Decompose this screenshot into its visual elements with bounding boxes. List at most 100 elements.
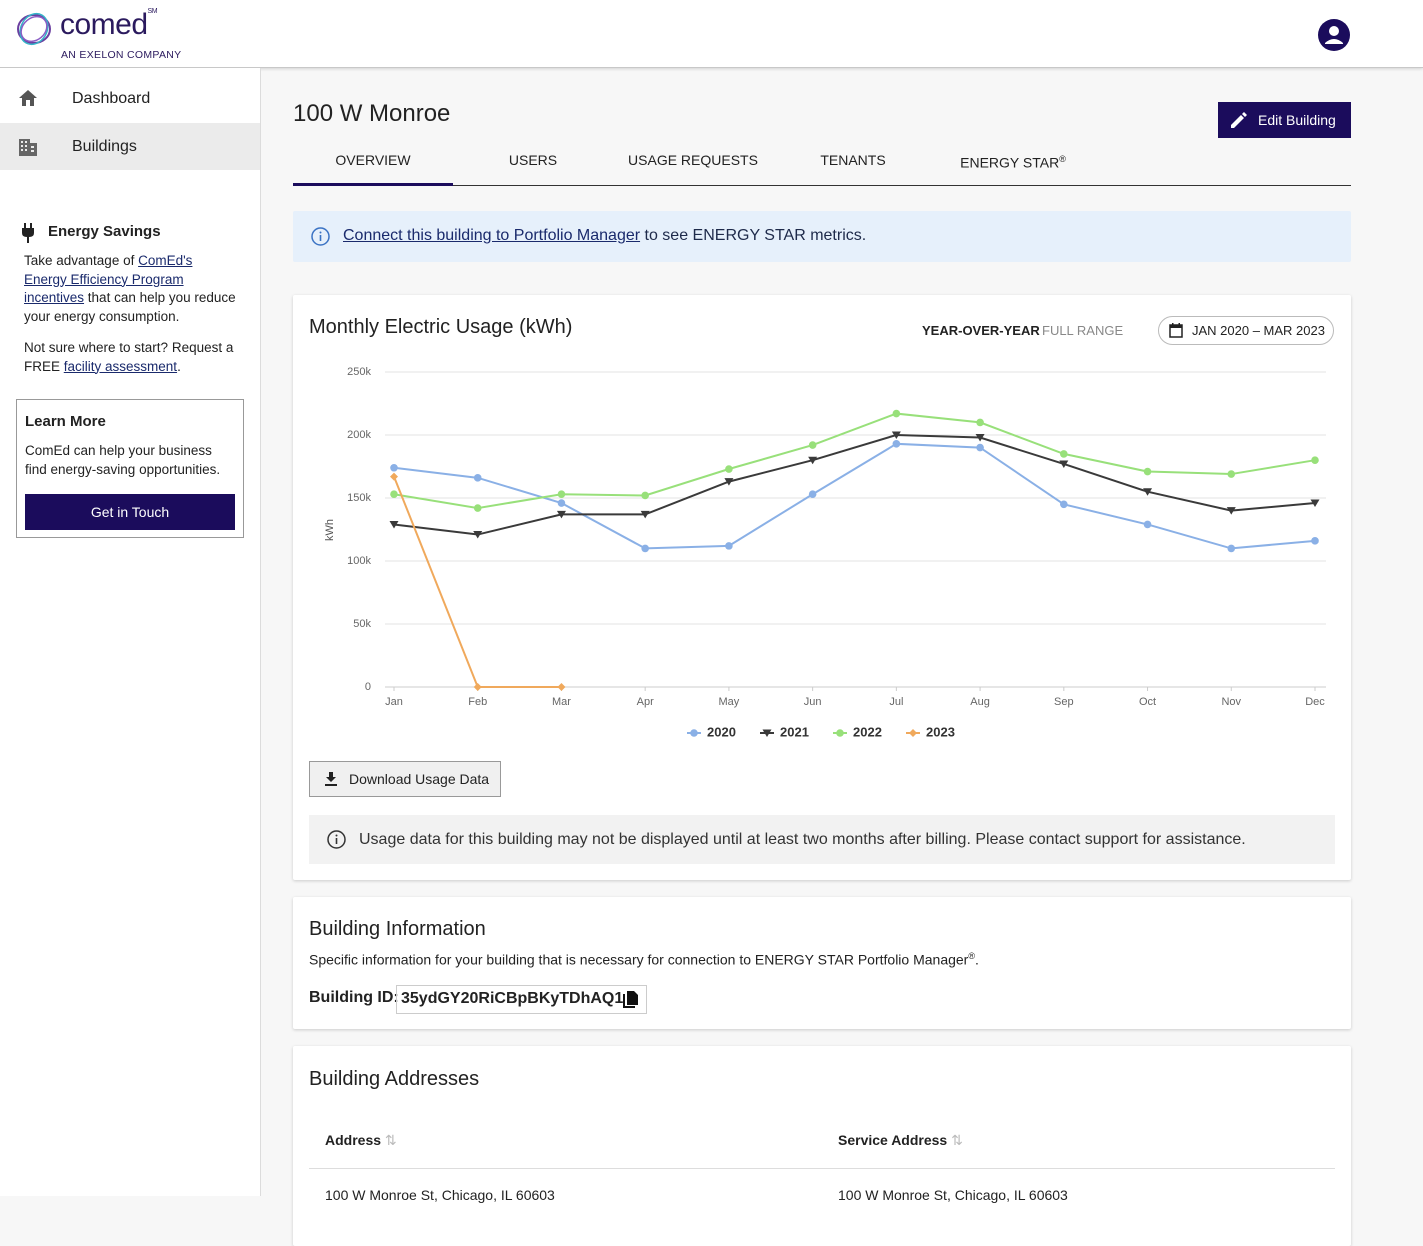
active-tab-indicator — [293, 183, 453, 186]
column-header[interactable]: Address ⇅ — [325, 1132, 397, 1149]
tabs-divider — [293, 185, 1351, 186]
marker — [808, 441, 817, 449]
description: Specific information for your building t… — [309, 951, 979, 968]
x-tick-label: Oct — [1139, 696, 1156, 708]
assessment-text: Not sure where to start? Request a FREE … — [24, 339, 236, 376]
sup: ® — [968, 951, 975, 961]
legend-item[interactable]: 2020 — [687, 724, 736, 739]
nav-buildings[interactable]: Buildings — [0, 123, 260, 170]
marker — [390, 490, 398, 499]
tab[interactable]: ENERGY STAR® — [933, 154, 1093, 171]
tab[interactable]: OVERVIEW — [335, 152, 411, 168]
x-tick-label: Dec — [1305, 696, 1325, 708]
marker — [1311, 456, 1319, 464]
marker — [473, 683, 482, 691]
tab-sup: ® — [1059, 154, 1066, 164]
chart: 0 50k 100k 150k 200k 250k Jan Feb Mar Apr May Jun Ju… — [324, 366, 1326, 739]
y-tick-label: 50k — [353, 618, 371, 630]
text: . — [975, 951, 979, 968]
get-in-touch-button[interactable]: Get in Touch — [25, 494, 235, 530]
marker — [909, 729, 917, 737]
copy-icon[interactable] — [623, 991, 639, 1009]
nav-dashboard[interactable]: Dashboard — [0, 75, 260, 123]
y-tick-label: 250k — [347, 366, 371, 378]
marker — [557, 490, 566, 499]
sort-icon: ⇅ — [951, 1132, 963, 1148]
logo-sm: SM — [147, 8, 158, 15]
marker — [473, 504, 482, 512]
building-title: 100 W Monroe — [293, 100, 451, 127]
tab[interactable]: USERS — [508, 152, 558, 168]
building-info-card: Building Information Specific informatio… — [293, 897, 1351, 1029]
text: . — [177, 358, 181, 374]
button-label: Edit Building — [1258, 112, 1336, 128]
section-title: Building Information — [309, 918, 486, 940]
legend-label: 2022 — [853, 724, 882, 739]
page: comedSM AN EXELON COMPANY Dashboard Buil… — [0, 0, 1423, 1203]
tab-label: ENERGY STAR — [960, 154, 1060, 171]
series-line — [393, 412, 1316, 510]
marker — [390, 463, 398, 472]
header-label: Address — [325, 1132, 382, 1148]
section-title: Building Addresses — [309, 1068, 480, 1090]
learn-more-text: ComEd can help your business find energy… — [25, 443, 221, 477]
marker — [1311, 537, 1319, 545]
marker — [1143, 467, 1152, 476]
marker — [892, 409, 901, 418]
building-id-label: Building ID: — [309, 989, 399, 1006]
toggle-yoy[interactable]: YEAR-OVER-YEAR — [922, 323, 1040, 338]
legend-item[interactable]: 2023 — [906, 724, 955, 739]
tab[interactable]: TENANTS — [820, 152, 886, 168]
sidebar: Dashboard Buildings Energy Savings Take … — [0, 68, 261, 1196]
toggle-full-range[interactable]: FULL RANGE — [1042, 323, 1124, 338]
marker — [1310, 499, 1320, 508]
plug-icon — [22, 223, 34, 243]
marker — [641, 491, 649, 500]
marker — [641, 544, 649, 553]
marker — [724, 478, 734, 486]
nav-label: Buildings — [72, 138, 137, 155]
series-line — [393, 433, 1316, 536]
x-tick-label: Apr — [637, 696, 654, 708]
header: comedSM AN EXELON COMPANY — [0, 0, 1423, 68]
logo-word: comed — [60, 8, 148, 41]
series-line — [393, 442, 1316, 550]
download-button[interactable]: Download Usage Data — [309, 761, 501, 797]
x-tick-label: Aug — [970, 696, 990, 708]
edit-building-button[interactable]: Edit Building — [1218, 102, 1351, 138]
x-tick-label: Sep — [1054, 696, 1074, 708]
link[interactable]: Connect this building to Portfolio Manag… — [343, 227, 641, 244]
marker — [1227, 544, 1236, 553]
info-icon — [311, 227, 330, 246]
marker — [1143, 488, 1153, 496]
learn-more-box: Learn More ComEd can help your business … — [16, 399, 244, 538]
link[interactable]: facility assessment — [63, 358, 178, 374]
x-tick-label: May — [719, 696, 740, 708]
building-id-value: 35ydGY20RiCBpBKyTDhAQ1 — [401, 990, 624, 1007]
marker — [808, 490, 817, 499]
y-tick-label: 200k — [347, 429, 371, 441]
chart-title: Monthly Electric Usage (kWh) — [309, 316, 573, 338]
user-avatar[interactable] — [1318, 19, 1350, 51]
marker — [556, 510, 566, 519]
column-header[interactable]: Service Address ⇅ — [838, 1132, 963, 1149]
tab[interactable]: USAGE REQUESTS — [628, 152, 758, 168]
x-tick-label: Feb — [468, 696, 487, 708]
energy-savings-text: Take advantage of ComEd's Energy Efficie… — [24, 252, 236, 326]
text: to see ENERGY STAR metrics. — [640, 227, 867, 244]
legend-item[interactable]: 2021 — [760, 724, 809, 739]
marker — [473, 474, 482, 482]
info-banner: Connect this building to Portfolio Manag… — [293, 211, 1351, 262]
address-cell: 100 W Monroe St, Chicago, IL 60603 — [325, 1187, 555, 1203]
marker — [1059, 460, 1069, 468]
text: that can help you reduce your energy con… — [24, 290, 236, 324]
address-cell: 100 W Monroe St, Chicago, IL 60603 — [838, 1187, 1068, 1203]
marker — [892, 440, 901, 448]
x-tick-label: Mar — [552, 696, 571, 708]
x-tick-label: Jan — [385, 696, 403, 708]
legend-item[interactable]: 2022 — [833, 724, 882, 739]
legend-label: 2021 — [780, 724, 809, 739]
link[interactable]: ComEd's Energy Efficiency Program incent… — [24, 253, 193, 305]
info-icon — [327, 830, 346, 849]
date-range-chip[interactable]: JAN 2020 – MAR 2023 — [1158, 316, 1334, 345]
